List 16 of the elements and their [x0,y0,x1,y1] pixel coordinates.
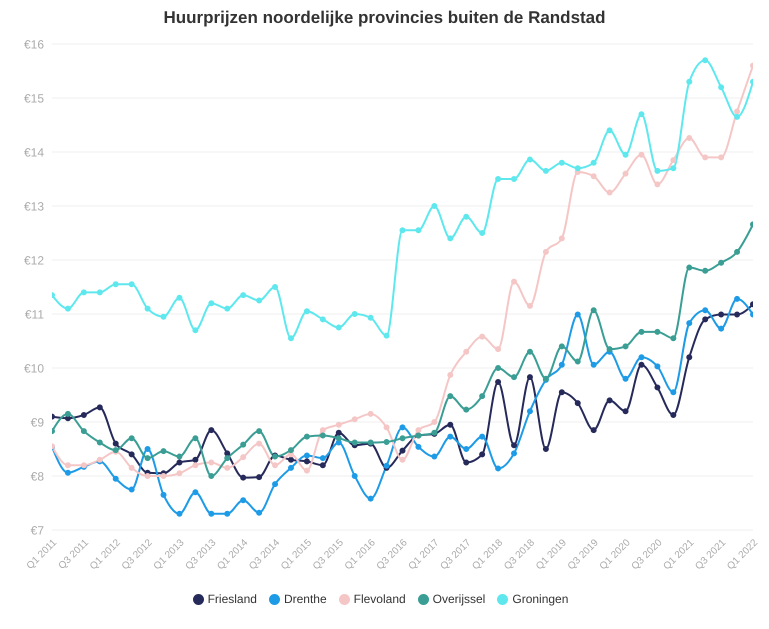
legend-label: Drenthe [284,592,327,606]
y-tick-label: €16 [24,37,44,52]
legend-label: Groningen [512,592,568,606]
y-tick-label: €7 [30,523,44,538]
chart-title: Huurprijzen noordelijke provincies buiten de Randstad [162,8,607,28]
y-tick-label: €12 [24,253,44,268]
legend-label: Flevoland [354,592,406,606]
y-tick-label: €14 [24,145,44,160]
y-tick-label: €10 [24,361,44,376]
legend-label: Friesland [208,592,257,606]
y-tick-label: €8 [30,469,44,484]
y-tick-label: €13 [24,199,44,214]
y-tick-label: €9 [30,415,44,430]
y-tick-label: €11 [24,307,44,322]
y-tick-label: €15 [24,91,44,106]
legend-label: Overijssel [432,592,486,606]
